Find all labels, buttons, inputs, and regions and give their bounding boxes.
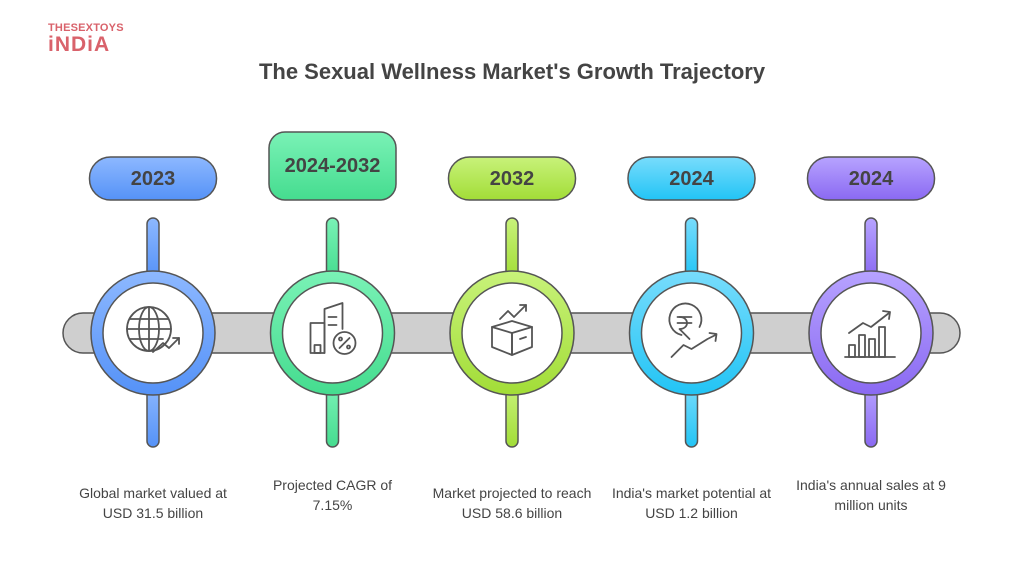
bar-chart-growth-icon (844, 310, 896, 358)
node-center (640, 282, 743, 384)
stem-top (684, 217, 699, 279)
period-pill (268, 131, 397, 201)
box-growth-icon (491, 304, 533, 356)
timeline-node (268, 131, 397, 448)
node-center (820, 282, 922, 384)
timeline-node (627, 156, 756, 448)
logo: THESEXTOYS iNDiA (48, 22, 124, 56)
stem-top (505, 217, 519, 279)
description-text: India's annual sales at 9 million units (796, 477, 946, 513)
timeline-node (447, 156, 577, 448)
page-title: The Sexual Wellness Market's Growth Traj… (258, 59, 766, 84)
stem-top (864, 217, 878, 279)
period-pill (447, 156, 577, 201)
rupee-growth-icon (668, 302, 718, 358)
period-label: 2032 (489, 167, 535, 190)
node-center (281, 282, 384, 384)
period-pill (88, 156, 218, 201)
description-text: India's market potential at USD 1.2 bill… (611, 485, 772, 521)
timeline-node (806, 156, 936, 448)
description-text: Projected CAGR of 7.15% (272, 477, 393, 513)
stem-top (325, 217, 340, 279)
buildings-percent-icon (309, 302, 357, 355)
period-label: 2024 (669, 167, 714, 190)
description-text: Market projected to reach USD 58.6 billi… (432, 485, 592, 521)
timeline-node (88, 156, 218, 448)
period-label: 2023 (130, 167, 176, 190)
period-label: 2024 (848, 167, 894, 190)
period-label: 2024-2032 (284, 155, 381, 177)
description-text: Global market valued at USD 31.5 billion (79, 485, 227, 521)
globe-growth-icon (126, 306, 180, 353)
period-pill (627, 156, 756, 201)
period-pill (806, 156, 936, 201)
logo-line2: iNDiA (48, 33, 111, 56)
node-center (102, 282, 204, 384)
stem-top (146, 217, 160, 279)
logo-line1: THESEXTOYS (48, 22, 124, 34)
